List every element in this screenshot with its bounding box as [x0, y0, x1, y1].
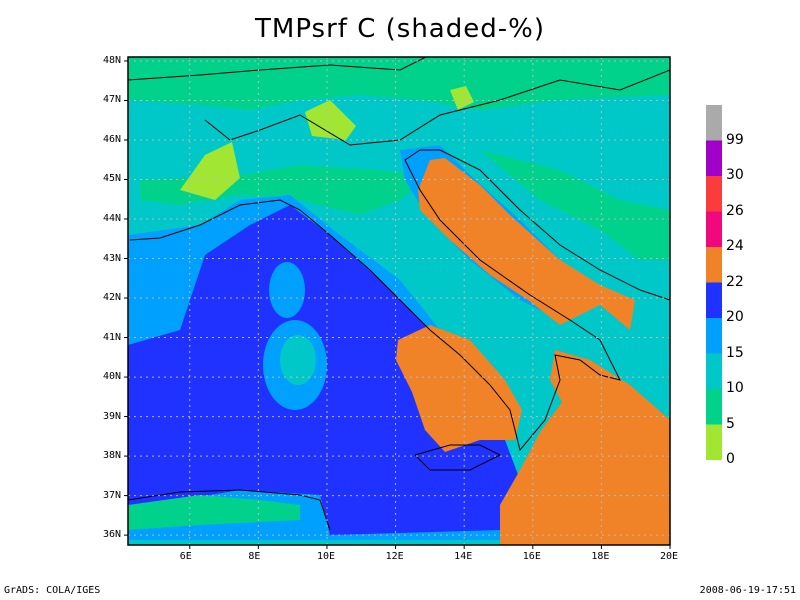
colorbar-label: 10 — [726, 380, 744, 396]
footer-right: 2008-06-19-17:51 — [699, 585, 796, 596]
colorbar-label: 26 — [726, 202, 744, 219]
colorbar-label: 24 — [726, 238, 744, 254]
lon-label: 14E — [454, 551, 473, 562]
lat-label: 46N — [103, 133, 122, 145]
lat-label: 42N — [103, 292, 122, 304]
lon-label: 18E — [591, 551, 610, 562]
lat-label: 40N — [103, 371, 122, 383]
coastlines — [128, 57, 670, 531]
colorbar-swatch — [706, 424, 722, 460]
lat-label: 44N — [103, 213, 122, 224]
lon-label: 12E — [385, 551, 404, 562]
colorbar-swatch — [706, 247, 722, 283]
colorbar-label: 0 — [726, 451, 735, 467]
lon-label: 10E — [316, 551, 336, 562]
lon-label: 8E — [248, 551, 261, 562]
colorbar-swatch — [706, 282, 722, 318]
band-0-5-alps-east — [450, 86, 474, 110]
band-5-10-africa — [128, 495, 300, 530]
colorbar-swatch — [706, 105, 722, 141]
lat-label: 37N — [103, 489, 122, 501]
corsica — [269, 262, 305, 318]
colorbar-label: 5 — [726, 415, 735, 432]
colorbar-swatch — [706, 353, 722, 389]
colorbar-label: 30 — [726, 167, 744, 183]
lon-label: 16E — [522, 551, 541, 562]
lat-label: 48N — [103, 54, 122, 66]
lon-label: 6E — [179, 551, 192, 562]
plot-frame — [127, 56, 671, 546]
colorbar-label: 99 — [726, 131, 744, 148]
lat-label: 38N — [103, 450, 122, 462]
sardinia-inland — [280, 335, 316, 385]
band-22-24-tyrrhenian — [396, 325, 522, 452]
band-0-5-alps-central — [305, 100, 356, 140]
band-22-24-adriatic — [418, 158, 635, 330]
lat-label: 43N — [103, 252, 122, 264]
band-22-24-ionian — [500, 350, 670, 545]
lat-label: 36N — [103, 529, 122, 541]
colorbar-label: 15 — [726, 344, 744, 361]
grid-lines — [124, 57, 671, 549]
band-5-10-balkan — [480, 150, 670, 260]
footer-left: GrADS: COLA/IGES — [4, 585, 101, 596]
lat-label: 45N — [103, 173, 122, 185]
plot-title: TMPsrf C (shaded-%) — [255, 14, 545, 44]
lon-label: 20E — [660, 551, 679, 562]
band-0-5-alps-west — [180, 142, 240, 200]
colorbar-swatch — [706, 140, 722, 176]
lat-label: 41N — [103, 331, 122, 343]
colorbar-swatch — [706, 176, 722, 212]
lat-label: 39N — [103, 410, 122, 422]
colorbar-label: 20 — [726, 309, 744, 325]
colorbar-label: 22 — [726, 273, 744, 290]
colorbar — [706, 105, 722, 460]
colorbar-swatch — [706, 318, 722, 354]
lat-label: 47N — [103, 94, 122, 106]
colorbar-swatch — [706, 211, 722, 247]
colorbar-swatch — [706, 389, 722, 425]
shaded-field — [128, 57, 670, 545]
